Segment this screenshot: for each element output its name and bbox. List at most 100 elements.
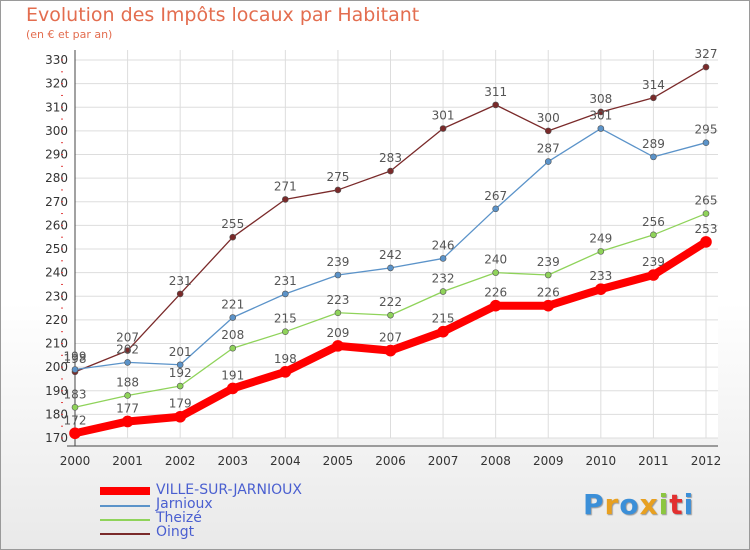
data-label-jarnioux-2001: 202 (116, 342, 139, 356)
data-label-ville-sur-jarnioux-2008: 226 (484, 286, 507, 300)
x-tick-label-2008: 2008 (480, 454, 511, 468)
y-tick-label-180: 180 (45, 407, 68, 421)
data-point-ville-sur-jarnioux-2003 (226, 382, 239, 395)
proxiti-logo: Proxiti (583, 488, 694, 521)
x-tick-label-2002: 2002 (165, 454, 196, 468)
data-label-ville-sur-jarnioux-2006: 207 (379, 331, 402, 345)
data-label-oingt-2008: 311 (484, 85, 507, 99)
data-label-oingt-2001: 207 (116, 331, 139, 345)
data-label-oingt-2011: 314 (642, 78, 665, 92)
logo-letter: x (639, 488, 659, 521)
data-point-oingt-2005 (334, 186, 342, 194)
data-point-ville-sur-jarnioux-2002 (174, 410, 186, 423)
logo-letter: P (583, 488, 605, 521)
data-label-ville-sur-jarnioux-2009: 226 (537, 286, 560, 300)
chart-title: Evolution des Impôts locaux par Habitant (26, 4, 420, 26)
data-point-oingt-2008 (492, 101, 499, 109)
data-point-theiz--2009 (544, 271, 552, 279)
x-tick-label-2010: 2010 (586, 454, 617, 468)
data-point-jarnioux-2012 (702, 139, 710, 146)
data-label-jarnioux-2009: 287 (537, 142, 560, 156)
data-point-oingt-2010 (597, 108, 605, 116)
data-label-jarnioux-2003: 221 (221, 298, 244, 312)
y-tick-label-280: 280 (45, 171, 68, 185)
y-tick-label-300: 300 (45, 124, 68, 138)
data-point-oingt-2006 (387, 167, 394, 175)
data-point-oingt-2007 (439, 125, 447, 132)
data-label-theiz--2004: 215 (274, 312, 297, 326)
y-tick-label-220: 220 (45, 313, 68, 327)
y-tick-label-190: 190 (45, 384, 68, 398)
data-label-jarnioux-2000: 199 (64, 349, 87, 363)
data-label-oingt-2006: 283 (379, 151, 402, 165)
data-label-theiz--2002: 192 (169, 366, 192, 380)
data-point-theiz--2012 (702, 210, 710, 217)
x-tick-label-2006: 2006 (375, 454, 406, 468)
data-point-jarnioux-2001 (124, 359, 131, 366)
data-point-ville-sur-jarnioux-2008 (489, 299, 502, 312)
legend-swatch-oingt (100, 533, 150, 535)
data-label-theiz--2001: 188 (116, 375, 139, 389)
data-label-ville-sur-jarnioux-2012: 253 (695, 222, 718, 236)
data-label-ville-sur-jarnioux-2003: 191 (221, 368, 244, 382)
data-label-oingt-2002: 231 (169, 274, 192, 288)
data-label-oingt-2005: 275 (326, 170, 349, 184)
data-label-jarnioux-2008: 267 (484, 189, 507, 203)
data-point-ville-sur-jarnioux-2011 (647, 269, 660, 281)
data-point-jarnioux-2008 (492, 205, 499, 213)
data-label-oingt-2003: 255 (221, 217, 244, 231)
data-point-theiz--2003 (229, 344, 237, 352)
data-point-jarnioux-2005 (334, 271, 342, 279)
data-label-jarnioux-2004: 231 (274, 274, 297, 288)
data-point-ville-sur-jarnioux-2005 (332, 340, 344, 352)
x-tick-label-2005: 2005 (323, 454, 354, 468)
x-tick-label-2007: 2007 (428, 454, 459, 468)
data-point-jarnioux-2006 (387, 264, 394, 272)
x-tick-label-2004: 2004 (270, 454, 301, 468)
data-label-theiz--2011: 256 (642, 215, 665, 229)
data-label-theiz--2003: 208 (221, 328, 244, 342)
data-point-ville-sur-jarnioux-2000 (69, 427, 81, 440)
data-point-theiz--2010 (597, 248, 605, 255)
data-label-theiz--2008: 240 (484, 253, 507, 267)
data-point-jarnioux-2000 (71, 366, 79, 373)
data-label-oingt-2009: 300 (537, 111, 560, 125)
data-label-ville-sur-jarnioux-2000: 172 (64, 413, 87, 427)
chart-subtitle: (en € et par an) (26, 28, 113, 41)
data-label-theiz--2009: 239 (537, 255, 560, 269)
y-tick-label-270: 270 (45, 195, 68, 209)
data-point-jarnioux-2002 (176, 361, 184, 369)
logo-letter: o (619, 488, 640, 521)
x-tick-label-2000: 2000 (60, 454, 91, 468)
plot-area (75, 50, 718, 438)
y-tick-label-260: 260 (45, 218, 68, 232)
data-label-jarnioux-2012: 295 (695, 123, 718, 137)
data-point-jarnioux-2003 (229, 314, 237, 321)
data-label-jarnioux-2010: 301 (589, 109, 612, 123)
data-label-jarnioux-2006: 242 (379, 248, 402, 262)
data-point-oingt-2009 (544, 127, 552, 135)
x-tick-label-2009: 2009 (533, 454, 564, 468)
data-point-theiz--2011 (650, 231, 657, 239)
data-point-ville-sur-jarnioux-2010 (595, 283, 607, 295)
legend-label-theize: Theizé (156, 510, 202, 526)
data-point-oingt-2001 (124, 347, 131, 354)
y-tick-label-320: 320 (45, 77, 68, 91)
data-label-ville-sur-jarnioux-2010: 233 (589, 269, 612, 283)
legend-swatch-jarnioux (100, 505, 150, 507)
data-label-jarnioux-2005: 239 (326, 255, 349, 269)
data-label-theiz--2010: 249 (589, 231, 612, 245)
data-label-ville-sur-jarnioux-2007: 215 (432, 312, 455, 326)
data-label-oingt-2004: 271 (274, 179, 297, 193)
y-tick-label-170: 170 (45, 431, 68, 445)
data-label-jarnioux-2002: 201 (169, 345, 192, 359)
data-label-theiz--2000: 183 (64, 387, 87, 401)
legend-label-oingt: Oingt (156, 524, 195, 540)
x-tick-label-2003: 2003 (217, 454, 248, 468)
data-point-theiz--2002 (176, 382, 184, 390)
data-point-jarnioux-2010 (597, 125, 605, 132)
data-point-ville-sur-jarnioux-2006 (384, 344, 397, 357)
data-point-jarnioux-2004 (282, 290, 289, 298)
data-label-ville-sur-jarnioux-2004: 198 (274, 352, 297, 366)
